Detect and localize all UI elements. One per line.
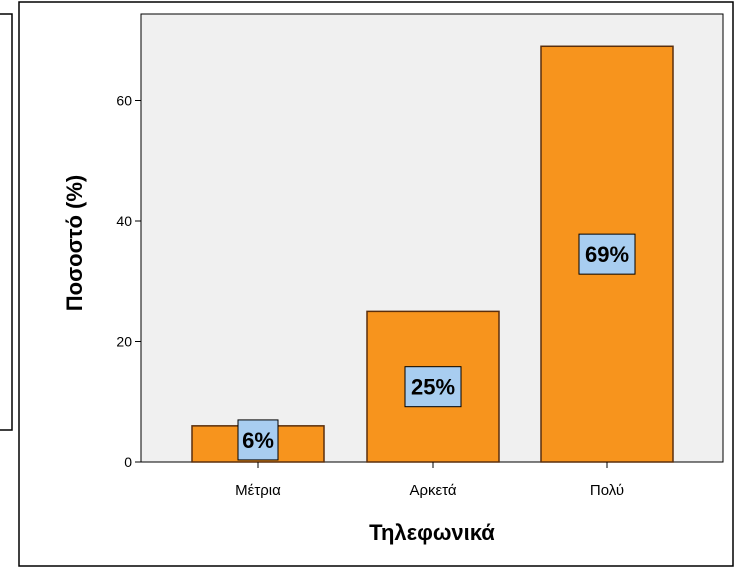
data-label-box xyxy=(404,366,462,408)
y-axis-title: Ποσοστό (%) xyxy=(62,175,87,311)
data-labels-group: 6% 25% 69% xyxy=(237,233,636,461)
data-label: 25% xyxy=(411,375,455,400)
y-tick-label: 0 xyxy=(124,454,132,470)
x-axis-title: Τηλεφωνικά xyxy=(369,520,495,545)
data-label: 6% xyxy=(242,428,274,453)
y-tick-label: 60 xyxy=(116,93,132,109)
data-label-box xyxy=(578,233,636,275)
x-axis: Μέτρια Αρκετά Πολύ xyxy=(235,462,624,499)
y-axis: 0 20 40 60 xyxy=(116,93,141,470)
y-tick-label: 40 xyxy=(116,213,132,229)
bars-group xyxy=(191,45,674,463)
data-label-box xyxy=(237,419,279,461)
y-tick-label: 20 xyxy=(116,334,132,350)
x-tick-label: Αρκετά xyxy=(409,482,456,499)
x-tick-label: Μέτρια xyxy=(235,482,281,499)
x-tick-label: Πολύ xyxy=(590,482,624,499)
data-label: 69% xyxy=(585,242,629,267)
left-panel-fragment xyxy=(0,13,13,431)
